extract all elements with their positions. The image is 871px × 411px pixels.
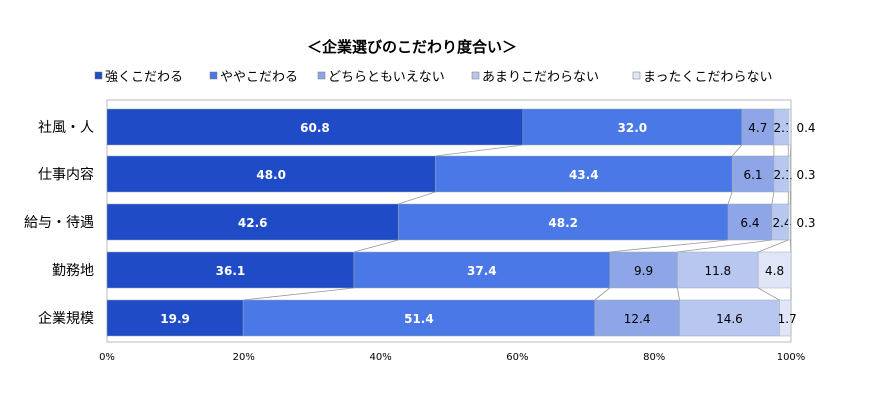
bar-segment <box>788 155 791 193</box>
data-label: 0.4 <box>796 121 815 135</box>
data-label: 2.1 <box>774 168 793 182</box>
data-label: 48.0 <box>256 168 286 182</box>
series-line <box>758 239 789 253</box>
bar-segment <box>677 251 759 289</box>
data-label: 51.4 <box>404 312 434 326</box>
data-label: 36.1 <box>216 264 246 278</box>
bar-segment <box>106 299 244 337</box>
data-label: 2.4 <box>773 216 792 230</box>
category-label: 給与・待遇 <box>24 215 94 231</box>
data-label: 60.8 <box>300 121 330 135</box>
bar-segment <box>731 155 775 193</box>
bar-segment <box>779 299 792 337</box>
data-label: 1.7 <box>778 312 797 326</box>
data-label: 48.2 <box>548 216 578 230</box>
series-line <box>609 239 729 253</box>
data-label: 32.0 <box>618 121 648 135</box>
data-label: 2.1 <box>774 121 793 135</box>
bar-segment <box>788 108 792 146</box>
x-tick-label: 40% <box>369 352 391 363</box>
bar-segment <box>106 203 399 241</box>
legend: 強くこだわる ややこだわる どちらともいえない あまりこだわらない まったくこだわらない <box>94 70 772 85</box>
data-label: 42.6 <box>238 216 268 230</box>
legend-swatch <box>94 71 103 80</box>
bar-segment <box>741 108 775 146</box>
x-tick-label: 60% <box>506 352 528 363</box>
x-tick-label: 100% <box>777 352 806 363</box>
bar-segment <box>106 108 524 146</box>
series-line <box>435 144 523 157</box>
data-label: 14.6 <box>716 312 743 326</box>
category-label: 仕事内容 <box>38 166 94 183</box>
data-label: 4.8 <box>765 264 784 278</box>
series-line <box>243 287 354 301</box>
bar-segment <box>609 251 678 289</box>
data-label: 19.9 <box>160 312 190 326</box>
bar-segment <box>242 299 595 337</box>
bar-segment <box>398 203 729 241</box>
legend-label: どちらともいえない <box>328 70 445 85</box>
data-label: 12.4 <box>624 312 651 326</box>
legend-swatch <box>632 71 641 80</box>
bar-segment <box>679 299 780 337</box>
bar-segment <box>594 299 680 337</box>
legend-label: まったくこだわらない <box>643 70 772 85</box>
bar-segment <box>353 251 610 289</box>
bar-segment <box>788 203 791 241</box>
data-label: 9.9 <box>634 264 653 278</box>
legend-label: 強くこだわる <box>105 70 183 85</box>
series-line <box>677 239 772 253</box>
category-label: 社風・人 <box>38 120 94 136</box>
x-tick-label: 80% <box>643 352 665 363</box>
x-tick-label: 20% <box>233 352 255 363</box>
legend-swatch <box>471 71 480 80</box>
series-line <box>398 191 436 205</box>
legend-label: あまりこだわらない <box>482 70 599 85</box>
legend-swatch <box>209 71 218 80</box>
bar-segment <box>106 251 355 289</box>
data-label: 0.3 <box>796 168 815 182</box>
series-line <box>353 239 399 253</box>
bar-segment <box>727 203 773 241</box>
bar-segment <box>435 155 733 193</box>
data-label: 0.3 <box>796 216 815 230</box>
series-line <box>771 191 775 205</box>
category-label: 勤務地 <box>52 263 94 279</box>
series-line <box>594 287 610 301</box>
bar-segment <box>106 155 436 193</box>
category-label: 企業規模 <box>38 310 94 327</box>
series-line <box>677 287 680 301</box>
data-label: 11.8 <box>704 264 731 278</box>
data-label: 6.4 <box>740 216 759 230</box>
series-line <box>731 144 743 157</box>
series-line <box>757 287 780 301</box>
series-line <box>789 239 792 253</box>
legend-label: ややこだわる <box>220 70 298 85</box>
legend-swatch <box>317 71 326 80</box>
series-line <box>727 191 733 205</box>
data-label: 6.1 <box>743 168 762 182</box>
data-label: 4.7 <box>748 121 767 135</box>
bar-segment <box>757 251 792 289</box>
data-label: 43.4 <box>569 168 599 182</box>
x-tick-label: 0% <box>99 352 115 363</box>
series-line <box>789 144 792 157</box>
data-label: 37.4 <box>467 264 497 278</box>
bar-segment <box>522 108 743 146</box>
chart-title: ＜企業選びのこだわり度合い＞ <box>307 38 517 56</box>
